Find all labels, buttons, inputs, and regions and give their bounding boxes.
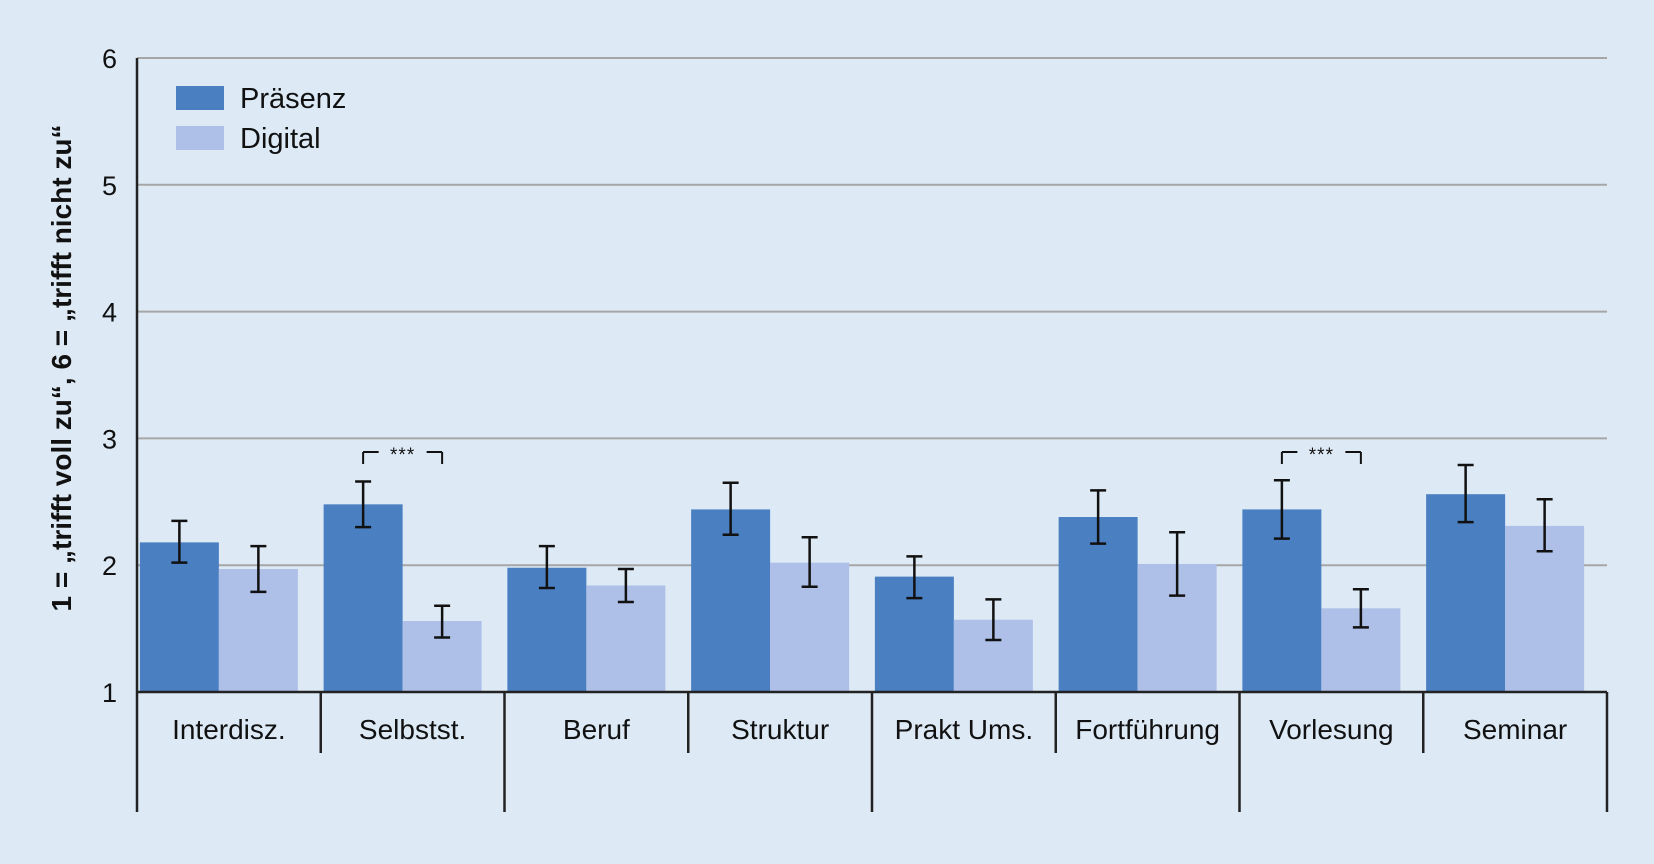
- bar-pr-senz: [1242, 509, 1322, 692]
- error-bar: [355, 480, 372, 529]
- bar-pr-senz: [1058, 517, 1138, 692]
- significance-label: ***: [390, 445, 415, 466]
- error-bar: [1457, 463, 1474, 524]
- bar-pr-senz: [1426, 494, 1506, 692]
- x-category-label: Seminar: [1463, 714, 1567, 745]
- legend-swatch: [176, 86, 224, 110]
- error-bar: [1169, 530, 1186, 597]
- error-bar: [906, 555, 923, 600]
- error-bar: [1352, 588, 1369, 629]
- axes: [135, 58, 1609, 812]
- y-tick-label: 2: [102, 551, 117, 581]
- x-category-label: Fortführung: [1075, 714, 1220, 745]
- y-tick-label: 6: [102, 44, 117, 74]
- y-axis-title: 1 = „trifft voll zu“, 6 = „trifft nicht …: [46, 125, 77, 612]
- x-category-label: Interdisz.: [172, 714, 286, 745]
- error-bar: [801, 536, 818, 589]
- y-tick-label: 5: [102, 171, 117, 201]
- error-bar: [985, 598, 1002, 642]
- legend: Präsenz Digital: [176, 83, 346, 155]
- y-tick-label: 4: [102, 298, 117, 328]
- error-bar: [538, 544, 555, 590]
- x-category-label: Struktur: [731, 714, 829, 745]
- significance-bracket: [362, 451, 444, 464]
- bar-digital: [1505, 525, 1585, 692]
- bar-pr-senz: [691, 509, 771, 692]
- error-bar: [250, 544, 267, 594]
- error-bar: [434, 604, 451, 639]
- error-bar: [617, 567, 634, 604]
- error-bar: [1536, 498, 1553, 553]
- error-bars: [171, 463, 1553, 642]
- significance-bracket: [1280, 451, 1362, 464]
- legend-swatch: [176, 126, 224, 150]
- bars: [139, 494, 1585, 692]
- y-tick-label: 3: [102, 424, 117, 454]
- legend-label: Präsenz: [240, 83, 346, 115]
- x-category-label: Beruf: [563, 714, 630, 745]
- bar-digital: [586, 585, 666, 692]
- x-category-label: Vorlesung: [1269, 714, 1394, 745]
- bar-pr-senz: [139, 542, 219, 692]
- significance-label: ***: [1309, 445, 1334, 466]
- error-bar: [1090, 489, 1107, 545]
- bar-pr-senz: [323, 504, 403, 692]
- error-bar: [171, 519, 188, 564]
- labels: 1 2 3 4 5 6 Interdisz. Selbstst. Beruf Struktur Pr…: [102, 44, 1567, 745]
- y-tick-label: 1: [102, 678, 117, 708]
- legend-label: Digital: [240, 123, 321, 155]
- error-bar: [1273, 478, 1290, 540]
- significance-annotations: *** ***: [362, 445, 1362, 466]
- gridlines: [137, 57, 1607, 567]
- error-bar: [722, 481, 739, 537]
- x-category-label: Prakt Ums.: [895, 714, 1033, 745]
- x-category-label: Selbstst.: [359, 714, 466, 745]
